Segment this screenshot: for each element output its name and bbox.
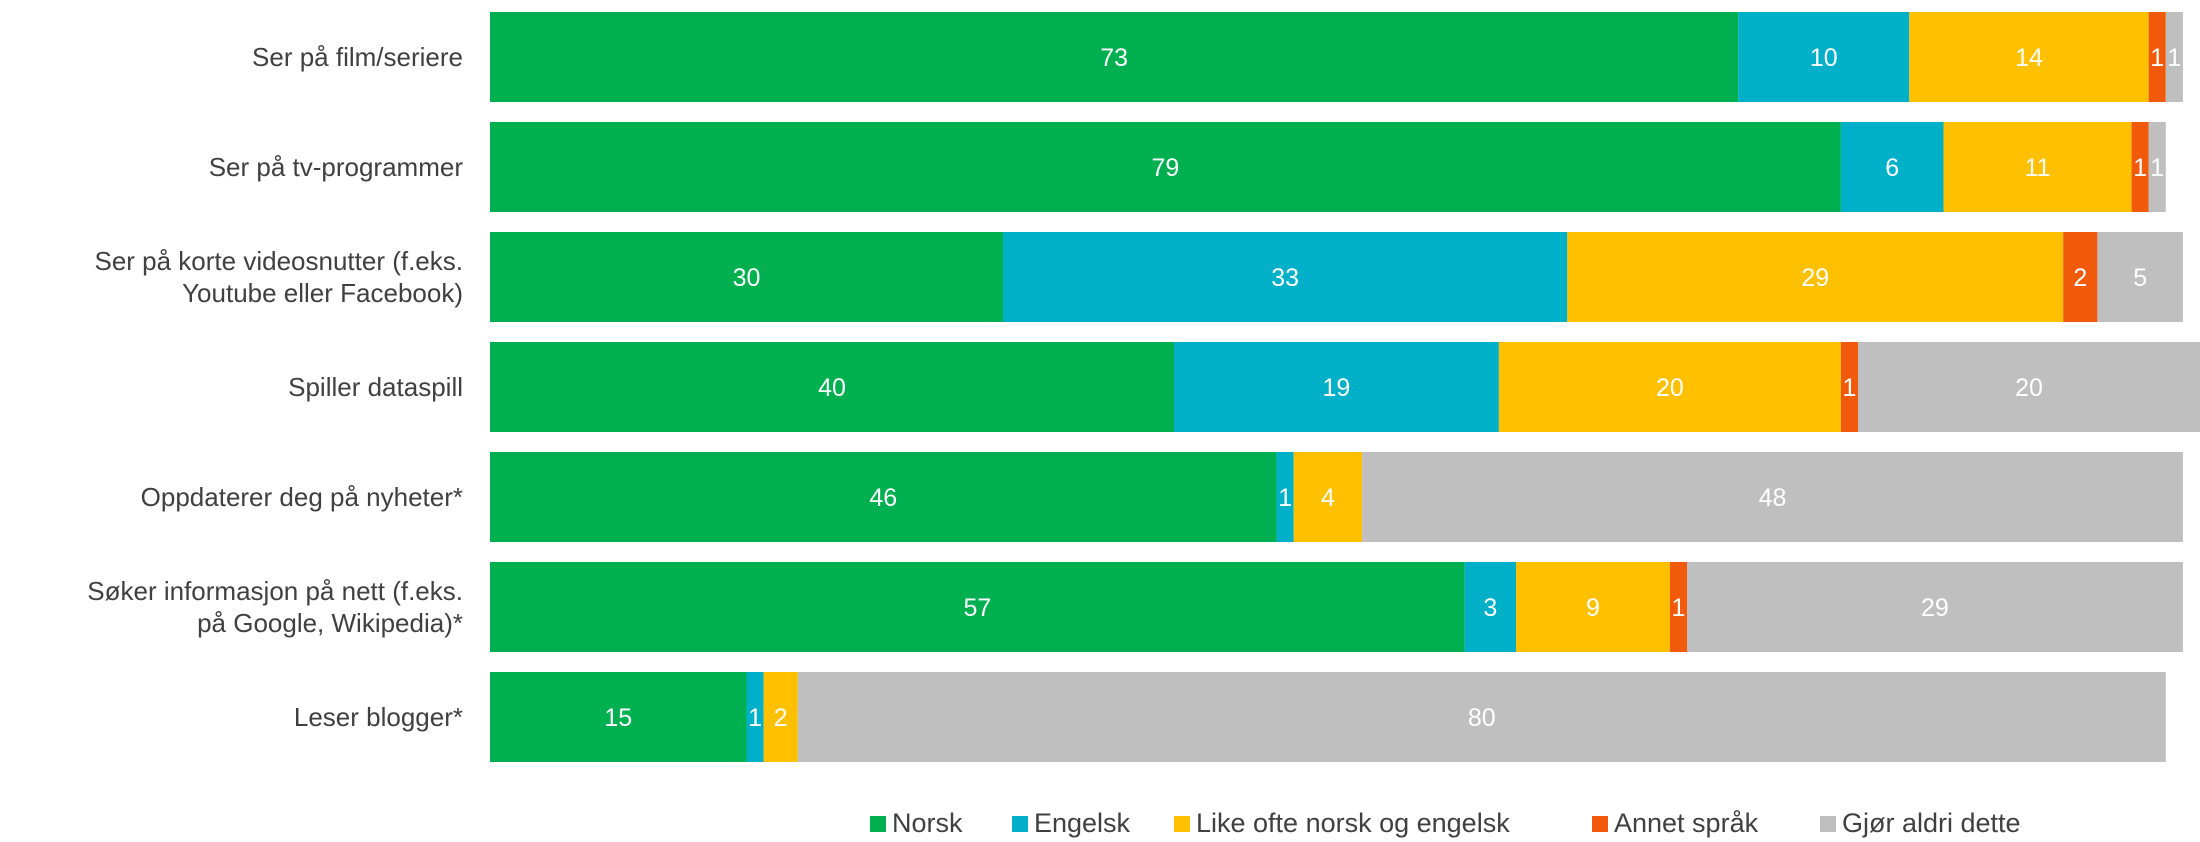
data-label: 33 xyxy=(1271,264,1299,292)
legend-item: Annet språk xyxy=(1592,808,1758,839)
legend: Norsk Engelsk Like ofte norsk og engelsk An… xyxy=(0,808,2200,842)
data-label: 46 xyxy=(869,484,897,512)
data-label: 1 xyxy=(1278,484,1292,512)
category-label: Ser på korte videosnutter (f.eks. Youtube… xyxy=(94,246,463,308)
data-label: 1 xyxy=(2150,154,2164,182)
category-label: Leser blogger* xyxy=(294,702,463,732)
data-label: 48 xyxy=(1759,484,1787,512)
category-label: Søker informasjon på nett (f.eks. på Goog… xyxy=(87,576,463,638)
data-label: 15 xyxy=(604,704,632,732)
legend-item: Like ofte norsk og engelsk xyxy=(1174,808,1510,839)
data-label: 20 xyxy=(1656,374,1684,402)
legend-label: Norsk xyxy=(892,808,963,839)
data-label: 9 xyxy=(1586,594,1600,622)
category-label: Ser på tv-programmer xyxy=(209,152,464,182)
data-label: 29 xyxy=(1921,594,1949,622)
category-label: Oppdaterer deg på nyheter* xyxy=(141,482,463,512)
data-label: 1 xyxy=(2167,44,2181,72)
data-label: 19 xyxy=(1323,374,1351,402)
data-label: 30 xyxy=(733,264,761,292)
data-label: 1 xyxy=(2133,154,2147,182)
legend-label: Engelsk xyxy=(1034,808,1130,839)
data-label: 4 xyxy=(1321,484,1335,512)
data-label: 3 xyxy=(1483,594,1497,622)
legend-item: Gjør aldri dette xyxy=(1820,808,2021,839)
legend-swatch xyxy=(1820,816,1836,832)
legend-swatch xyxy=(1012,816,1028,832)
data-label: 73 xyxy=(1100,44,1128,72)
legend-item: Norsk xyxy=(870,808,963,839)
legend-swatch xyxy=(1174,816,1190,832)
data-label: 6 xyxy=(1885,154,1899,182)
category-label: Spiller dataspill xyxy=(288,372,463,402)
category-label: Ser på film/seriere xyxy=(252,42,463,72)
data-label: 40 xyxy=(818,374,846,402)
data-label: 1 xyxy=(1671,594,1685,622)
legend-label: Annet språk xyxy=(1614,808,1758,839)
legend-item: Engelsk xyxy=(1012,808,1130,839)
data-label: 5 xyxy=(2133,264,2147,292)
data-label: 2 xyxy=(2073,264,2087,292)
data-label: 80 xyxy=(1468,704,1496,732)
data-label: 1 xyxy=(748,704,762,732)
data-label: 14 xyxy=(2015,44,2043,72)
data-label: 11 xyxy=(2025,154,2051,182)
data-label: 79 xyxy=(1152,154,1180,182)
legend-swatch xyxy=(870,816,886,832)
data-label: 10 xyxy=(1810,44,1838,72)
data-label: 1 xyxy=(1842,374,1856,402)
data-label: 20 xyxy=(2015,374,2043,402)
legend-label: Gjør aldri dette xyxy=(1842,808,2021,839)
data-label: 1 xyxy=(2150,44,2164,72)
legend-swatch xyxy=(1592,816,1608,832)
data-label: 29 xyxy=(1801,264,1829,292)
data-label: 2 xyxy=(774,704,788,732)
legend-label: Like ofte norsk og engelsk xyxy=(1196,808,1510,839)
data-label: 57 xyxy=(963,594,991,622)
